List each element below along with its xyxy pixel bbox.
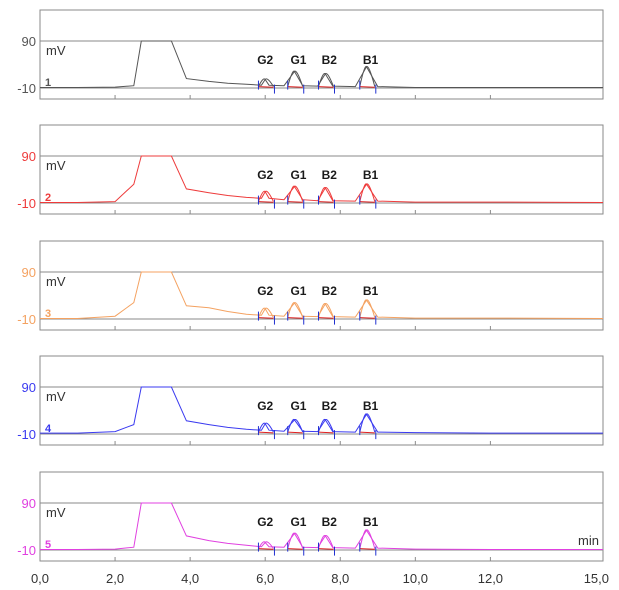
peak-label-B2: B2 xyxy=(322,399,338,413)
y-unit-label: mV xyxy=(46,389,66,404)
peak-label-G1: G1 xyxy=(290,399,306,413)
integration-baseline xyxy=(287,201,303,203)
peak-label-B2: B2 xyxy=(322,284,338,298)
peak-B2-series-2 xyxy=(318,187,334,202)
peak-label-B2: B2 xyxy=(322,515,338,529)
y-unit-label: mV xyxy=(46,43,66,58)
y-tick-label-minus10: -10 xyxy=(17,196,36,211)
x-tick-label: 4,0 xyxy=(181,571,199,586)
channel-label: 3 xyxy=(45,308,51,320)
y-tick-label-90: 90 xyxy=(22,380,36,395)
chromatogram-panel-3: 90 -10 mV 3 G2 G1 B2 B1 xyxy=(17,240,604,331)
integration-baseline xyxy=(287,86,303,88)
peak-label-B1: B1 xyxy=(363,168,379,182)
x-unit-label: min xyxy=(578,533,599,548)
integration-baseline xyxy=(359,86,375,88)
y-tick-label-90: 90 xyxy=(22,149,36,164)
peak-G2-series-5 xyxy=(258,541,274,549)
peak-G1-series-1 xyxy=(287,70,304,87)
x-tick-label: 10,0 xyxy=(403,571,428,586)
y-tick-label-90: 90 xyxy=(22,496,36,511)
panel-frame xyxy=(39,355,604,446)
peak-label-G2: G2 xyxy=(257,515,273,529)
integration-baseline xyxy=(258,201,274,203)
peak-B1-series-3 xyxy=(359,299,376,318)
peak-B1-series-5 xyxy=(359,529,376,549)
integration-baseline xyxy=(287,317,303,319)
chromatogram-panel-4: 90 -10 mV 4 G2 G1 B2 B1 xyxy=(17,355,604,446)
chromatogram-panel-1: 90 -10 mV 1 G2 G1 B2 B1 xyxy=(17,9,604,100)
y-tick-label-minus10: -10 xyxy=(17,312,36,327)
y-tick-label-90: 90 xyxy=(22,34,36,49)
peak-G2-series-4 xyxy=(257,422,274,433)
peak-G1-series-4 xyxy=(287,418,304,433)
peak-label-G2: G2 xyxy=(257,168,273,182)
peak-B2-series-5 xyxy=(318,534,334,549)
chromatogram-panel-2: 90 -10 mV 2 G2 G1 B2 B1 xyxy=(17,124,604,215)
peak-G1-series-3 xyxy=(287,302,304,318)
peak-G2-series-2 xyxy=(257,190,274,202)
integration-baseline xyxy=(318,317,334,319)
peak-label-G1: G1 xyxy=(290,515,306,529)
peak-B1-series-1 xyxy=(359,66,376,87)
integration-baseline xyxy=(318,86,334,88)
integration-baseline xyxy=(258,86,274,88)
peak-label-B1: B1 xyxy=(363,284,379,298)
peak-label-G2: G2 xyxy=(257,399,273,413)
integration-baseline xyxy=(359,317,375,319)
x-tick-label: 15,0 xyxy=(584,571,609,586)
y-unit-label: mV xyxy=(46,158,66,173)
panel-frame xyxy=(39,240,604,331)
y-unit-label: mV xyxy=(46,274,66,289)
x-tick-label: 2,0 xyxy=(106,571,124,586)
peak-G1-series-5 xyxy=(287,532,304,549)
peak-G2-series-3 xyxy=(257,307,274,318)
channel-label: 1 xyxy=(45,77,51,89)
integration-baseline xyxy=(318,548,334,550)
channel-label: 2 xyxy=(45,192,51,204)
peak-label-G2: G2 xyxy=(257,53,273,67)
peak-B2-series-4 xyxy=(318,418,334,433)
channel-label: 5 xyxy=(45,539,51,551)
integration-baseline xyxy=(359,548,375,550)
integration-baseline xyxy=(258,317,274,319)
peak-label-G1: G1 xyxy=(290,284,306,298)
peak-label-B1: B1 xyxy=(363,53,379,67)
peak-G2-series-1 xyxy=(257,78,274,87)
integration-baseline xyxy=(318,431,334,434)
integration-baseline xyxy=(258,431,274,434)
y-tick-label-minus10: -10 xyxy=(17,427,36,442)
peak-B2-series-3 xyxy=(318,303,334,318)
peak-B1-series-2 xyxy=(359,183,376,202)
integration-baseline xyxy=(359,201,375,203)
chromatogram-panel-5: 90 -10 mV 5 G2 G1 B2 B1 xyxy=(17,471,604,562)
peak-B1-series-4 xyxy=(359,413,376,433)
y-tick-label-minus10: -10 xyxy=(17,543,36,558)
integration-baseline xyxy=(258,548,274,550)
y-unit-label: mV xyxy=(46,505,66,520)
peak-label-B2: B2 xyxy=(322,168,338,182)
peak-label-B1: B1 xyxy=(363,399,379,413)
peak-label-B1: B1 xyxy=(363,515,379,529)
panel-frame xyxy=(39,124,604,215)
y-tick-label-minus10: -10 xyxy=(17,81,36,96)
x-tick-label: 12,0 xyxy=(478,571,503,586)
integration-baseline xyxy=(359,431,375,434)
peak-B2-series-1 xyxy=(318,72,334,87)
peak-label-B2: B2 xyxy=(322,53,338,67)
peak-G1-series-2 xyxy=(287,185,304,202)
y-tick-label-90: 90 xyxy=(22,265,36,280)
x-tick-label: 0,0 xyxy=(31,571,49,586)
integration-baseline xyxy=(287,431,303,434)
peak-label-G2: G2 xyxy=(257,284,273,298)
integration-baseline xyxy=(318,201,334,203)
peak-label-G1: G1 xyxy=(290,168,306,182)
peak-label-G1: G1 xyxy=(290,53,306,67)
integration-baseline xyxy=(287,548,303,550)
channel-label: 4 xyxy=(45,423,52,435)
x-tick-label: 6,0 xyxy=(256,571,274,586)
x-tick-label: 8,0 xyxy=(331,571,349,586)
